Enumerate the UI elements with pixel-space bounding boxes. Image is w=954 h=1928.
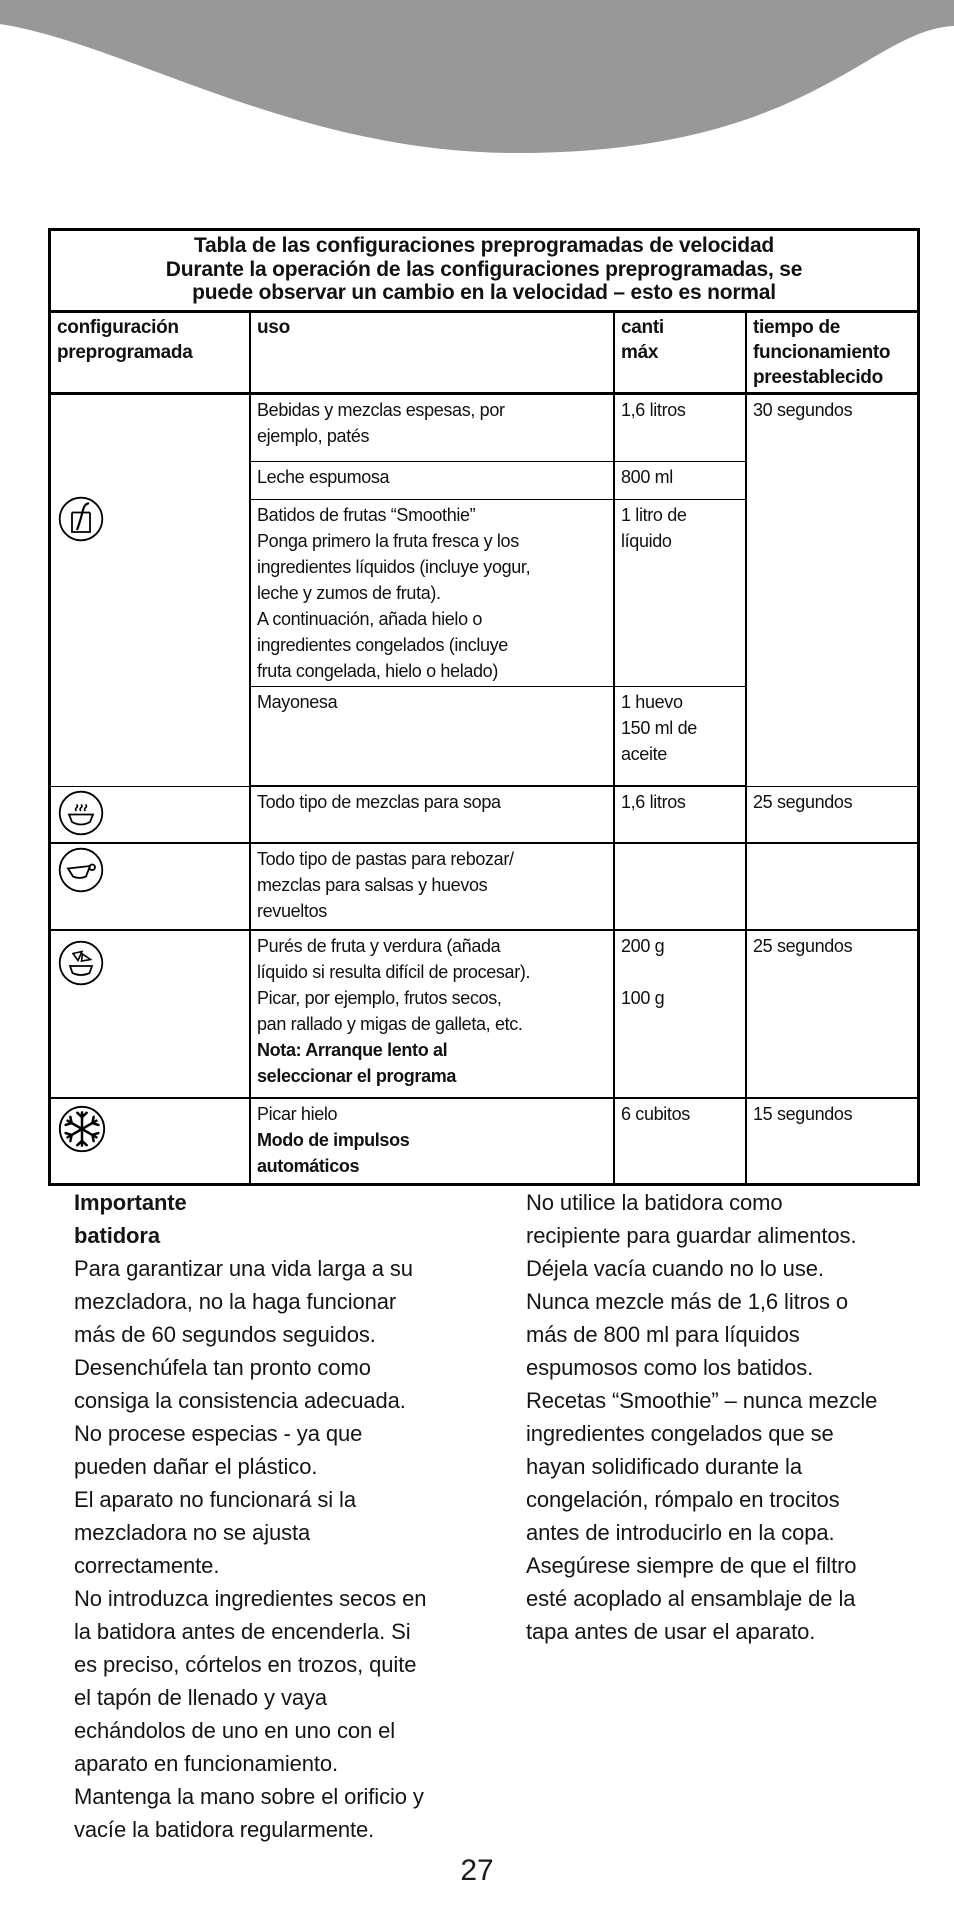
table-row: Todo tipo de mezclas para sopa 1,6 litro…	[51, 786, 917, 844]
header-wave-graphic	[0, 0, 954, 154]
page-number: 27	[460, 1854, 494, 1887]
preset-cell-puree	[51, 930, 251, 1099]
qty-cell: 6 cubitos	[614, 1098, 747, 1183]
important-notes-left-column: Importante batidora Para garantizar una …	[74, 1186, 490, 1846]
col-header-max-qty: canti máx	[614, 312, 747, 395]
qty-cell: 1 huevo 150 ml de aceite	[614, 686, 747, 787]
time-cell: 25 segundos	[746, 786, 917, 844]
table-row: Todo tipo de pastas para rebozar/ mezcla…	[51, 843, 917, 931]
drink-glass-straw-icon	[58, 496, 104, 541]
use-cell: Leche espumosa	[250, 461, 615, 500]
table-row: Picar hielo Modo de impulsos automáticos …	[51, 1098, 917, 1183]
preset-cell-batter	[51, 843, 251, 931]
use-note-bold: Modo de impulsos automáticos	[257, 1130, 410, 1176]
snowflake-icon	[58, 1105, 106, 1153]
table-header-row: configuración preprogramada uso canti má…	[51, 312, 917, 395]
use-text: Purés de fruta y verdura (añada líquido …	[257, 936, 531, 1034]
qty-cell: 800 ml	[614, 461, 747, 500]
time-cell: 25 segundos	[746, 930, 917, 1099]
time-cell	[746, 843, 917, 931]
col-header-preset: configuración preprogramada	[51, 312, 251, 395]
use-cell: Todo tipo de pastas para rebozar/ mezcla…	[250, 843, 615, 931]
col-header-time: tiempo de funcionamiento preestablecido	[746, 312, 917, 395]
table-row: Batidos de frutas “Smoothie” Ponga prime…	[51, 499, 917, 687]
notes-right-body: No utilice la batidora como recipiente p…	[526, 1190, 878, 1644]
time-cell: 15 segundos	[753, 1104, 853, 1124]
notes-heading: Importante batidora	[74, 1190, 187, 1248]
time-cell: 30 segundos	[746, 393, 917, 787]
preset-cell-ice	[51, 1098, 251, 1183]
notes-left-body: Para garantizar una vida larga a su mezc…	[74, 1256, 427, 1842]
table-row: Bebidas y mezclas espesas, por ejemplo, …	[51, 393, 917, 787]
qty-cell: 1,6 litros	[614, 786, 747, 844]
cup-icon	[58, 847, 104, 893]
col-header-use: uso	[250, 312, 615, 395]
table-row: Purés de fruta y verdura (añada líquido …	[51, 930, 917, 1099]
preset-speed-table: Tabla de las configuraciones preprograma…	[48, 228, 920, 1186]
use-text: Picar hielo	[257, 1104, 338, 1124]
use-cell: Batidos de frutas “Smoothie” Ponga prime…	[250, 499, 615, 687]
qty-cell: 1 litro de líquido	[614, 499, 747, 687]
preset-cell-soup	[51, 786, 251, 844]
qty-cell	[614, 843, 747, 931]
preset-cell-drinks	[51, 393, 251, 787]
important-notes-right-column: No utilice la batidora como recipiente p…	[526, 1186, 934, 1648]
chopped-food-bowl-icon	[58, 940, 104, 986]
use-cell: Purés de fruta y verdura (añada líquido …	[250, 930, 615, 1099]
use-cell: Todo tipo de mezclas para sopa	[250, 786, 615, 844]
qty-cell: 1,6 litros	[614, 393, 747, 462]
use-note-bold: Nota: Arranque lento al seleccionar el p…	[257, 1040, 457, 1086]
table-title: Tabla de las configuraciones preprograma…	[51, 231, 917, 313]
use-cell: Mayonesa	[250, 686, 615, 787]
preset-table-grid: configuración preprogramada uso canti má…	[51, 312, 917, 1183]
use-cell: Picar hielo Modo de impulsos automáticos	[250, 1098, 615, 1183]
table-row: Mayonesa 1 huevo 150 ml de aceite	[51, 686, 917, 787]
qty-cell: 200 g 100 g	[614, 930, 747, 1099]
soup-bowl-icon	[58, 790, 104, 835]
use-cell: Bebidas y mezclas espesas, por ejemplo, …	[250, 393, 615, 462]
table-row: Leche espumosa 800 ml	[51, 461, 917, 500]
